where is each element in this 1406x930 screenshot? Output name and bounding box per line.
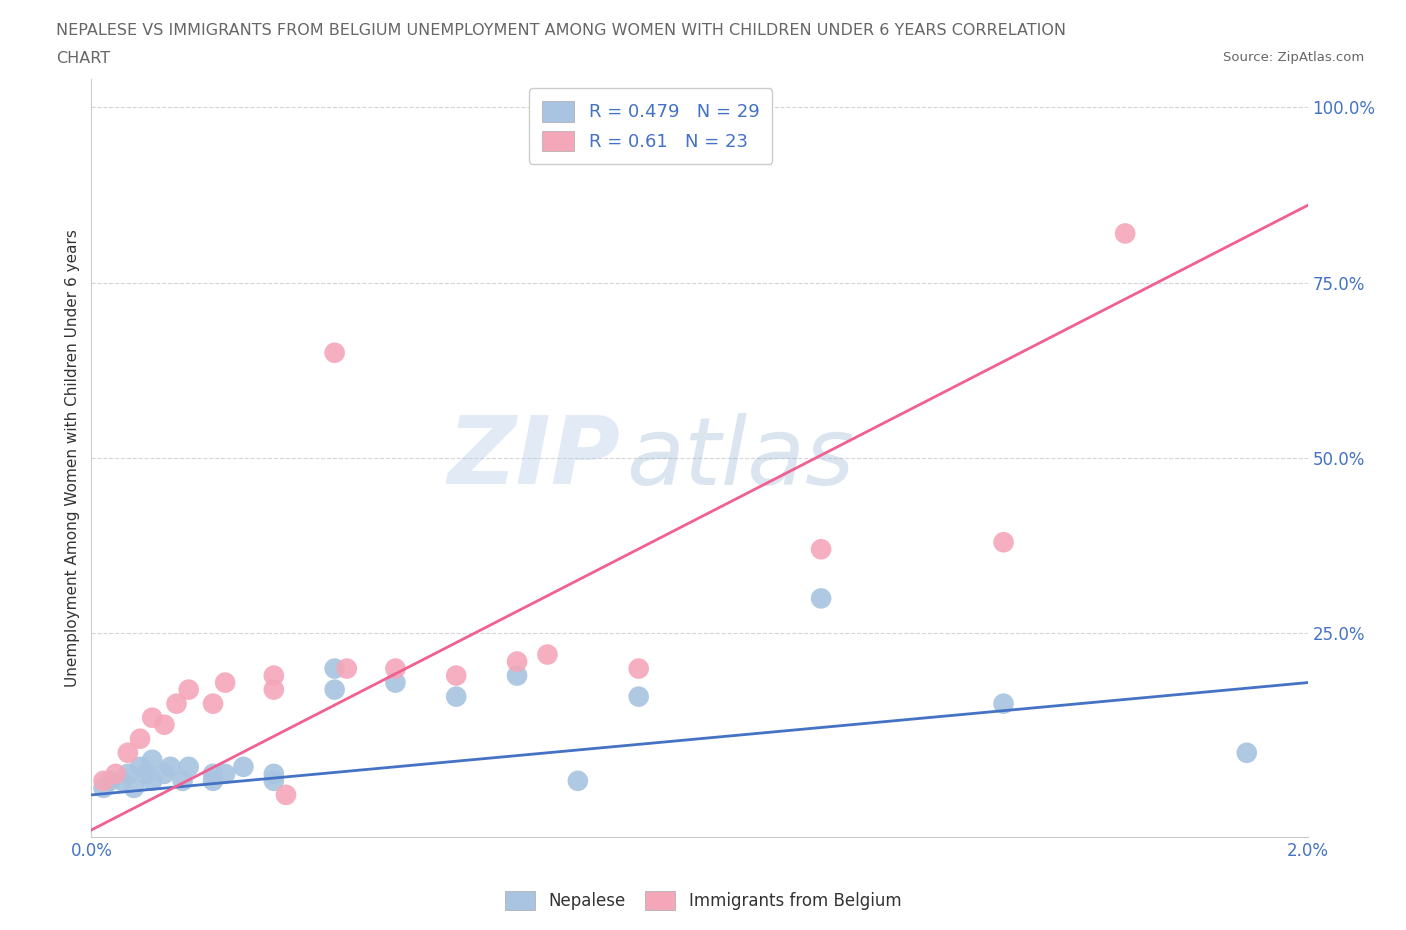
Point	[122, 780, 145, 795]
Point	[172, 774, 194, 789]
Point	[202, 766, 225, 781]
Point	[177, 760, 200, 775]
Point	[263, 766, 285, 781]
Point	[263, 774, 285, 789]
Point	[159, 760, 181, 775]
Point	[1236, 745, 1258, 760]
Point	[141, 752, 163, 767]
Point	[810, 591, 832, 605]
Text: Source: ZipAtlas.com: Source: ZipAtlas.com	[1223, 51, 1364, 64]
Point	[104, 766, 127, 781]
Point	[93, 780, 115, 795]
Point	[111, 774, 134, 789]
Point	[214, 675, 236, 690]
Point	[202, 774, 225, 789]
Point	[1114, 226, 1136, 241]
Point	[993, 697, 1015, 711]
Y-axis label: Unemployment Among Women with Children Under 6 years: Unemployment Among Women with Children U…	[65, 229, 80, 687]
Point	[117, 745, 139, 760]
Point	[336, 661, 359, 676]
Point	[263, 668, 285, 683]
Point	[153, 717, 176, 732]
Text: ZIP: ZIP	[447, 412, 620, 504]
Point	[444, 689, 467, 704]
Text: NEPALESE VS IMMIGRANTS FROM BELGIUM UNEMPLOYMENT AMONG WOMEN WITH CHILDREN UNDER: NEPALESE VS IMMIGRANTS FROM BELGIUM UNEM…	[56, 23, 1066, 38]
Point	[323, 661, 346, 676]
Point	[166, 697, 188, 711]
Point	[384, 675, 406, 690]
Point	[141, 711, 163, 725]
Point	[274, 788, 297, 803]
Point	[444, 668, 467, 683]
Point	[129, 760, 152, 775]
Point	[810, 542, 832, 557]
Point	[93, 774, 115, 789]
Point	[141, 774, 163, 789]
Point	[135, 766, 157, 781]
Point	[129, 731, 152, 746]
Point	[536, 647, 558, 662]
Text: CHART: CHART	[56, 51, 110, 66]
Point	[177, 683, 200, 698]
Point	[263, 683, 285, 698]
Point	[567, 774, 589, 789]
Point	[627, 689, 650, 704]
Point	[627, 661, 650, 676]
Text: atlas: atlas	[627, 413, 855, 503]
Point	[98, 774, 121, 789]
Legend: R = 0.479   N = 29, R = 0.61   N = 23: R = 0.479 N = 29, R = 0.61 N = 23	[529, 88, 772, 164]
Point	[323, 345, 346, 360]
Point	[506, 668, 529, 683]
Point	[153, 766, 176, 781]
Point	[202, 697, 225, 711]
Point	[323, 683, 346, 698]
Point	[506, 654, 529, 669]
Legend: Nepalese, Immigrants from Belgium: Nepalese, Immigrants from Belgium	[498, 884, 908, 917]
Point	[214, 766, 236, 781]
Point	[232, 760, 254, 775]
Point	[993, 535, 1015, 550]
Point	[384, 661, 406, 676]
Point	[117, 766, 139, 781]
